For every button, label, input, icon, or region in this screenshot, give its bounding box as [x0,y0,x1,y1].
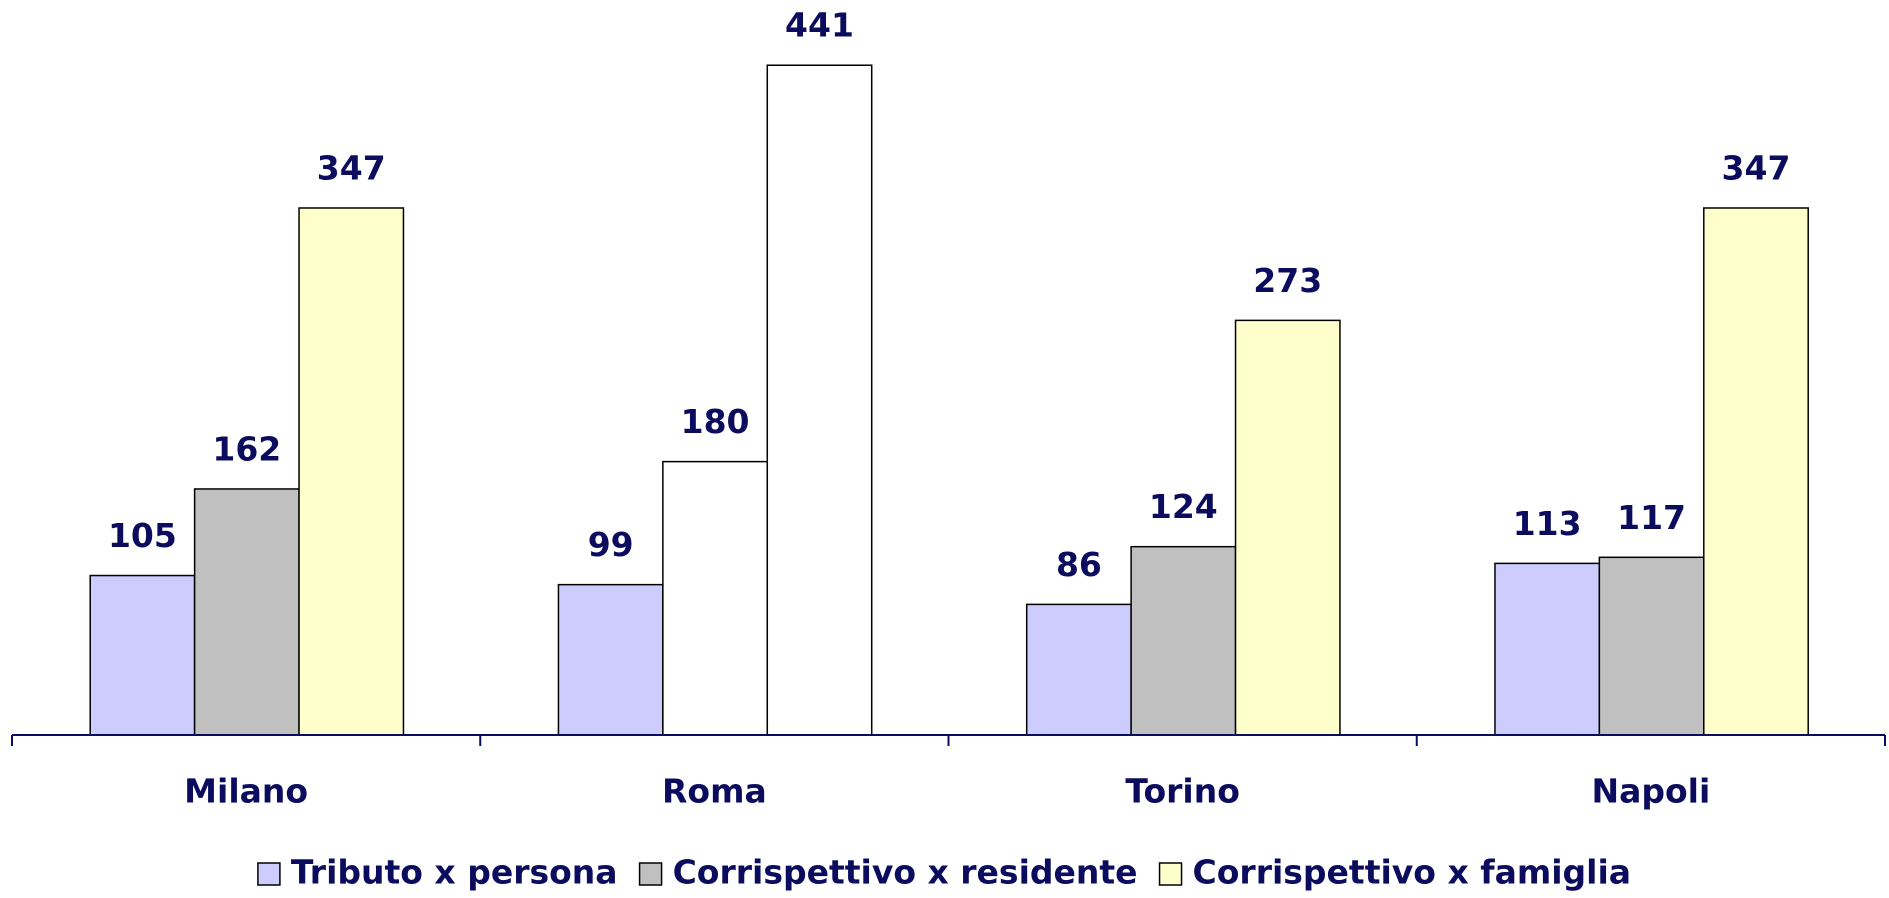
data-label: 86 [1056,545,1102,584]
bar [766,64,873,736]
data-label: 117 [1617,498,1686,537]
bar [557,583,664,736]
x-tick-label: Torino [1125,772,1240,811]
bar [1494,562,1601,736]
data-label: 273 [1253,261,1322,300]
bar [298,207,405,736]
legend-swatch [257,862,281,886]
bar [1025,603,1132,736]
legend-label: Corrispettivo x residente [673,853,1138,892]
legend-swatch [638,862,663,886]
bar [662,460,769,736]
legend-label: Corrispettivo x famiglia [1193,853,1632,892]
data-label: 105 [108,516,177,555]
legend-swatch [1158,862,1183,886]
data-label: 99 [588,525,634,564]
bar [1598,556,1705,736]
bar [193,488,300,736]
x-tick-label: Roma [662,772,767,811]
data-label: 347 [317,148,386,187]
data-label: 441 [785,6,854,45]
x-tick-label: Napoli [1591,772,1710,811]
data-label: 162 [212,429,281,468]
data-label: 180 [681,402,750,441]
legend-label: Tributo x persona [291,853,618,892]
x-tick-label: Milano [184,772,308,811]
data-label: 113 [1513,504,1582,543]
bar [1703,207,1809,736]
bar [1130,545,1237,736]
bar [1234,319,1341,736]
bar [89,574,196,736]
data-label: 347 [1722,148,1791,187]
data-label: 124 [1149,487,1218,526]
